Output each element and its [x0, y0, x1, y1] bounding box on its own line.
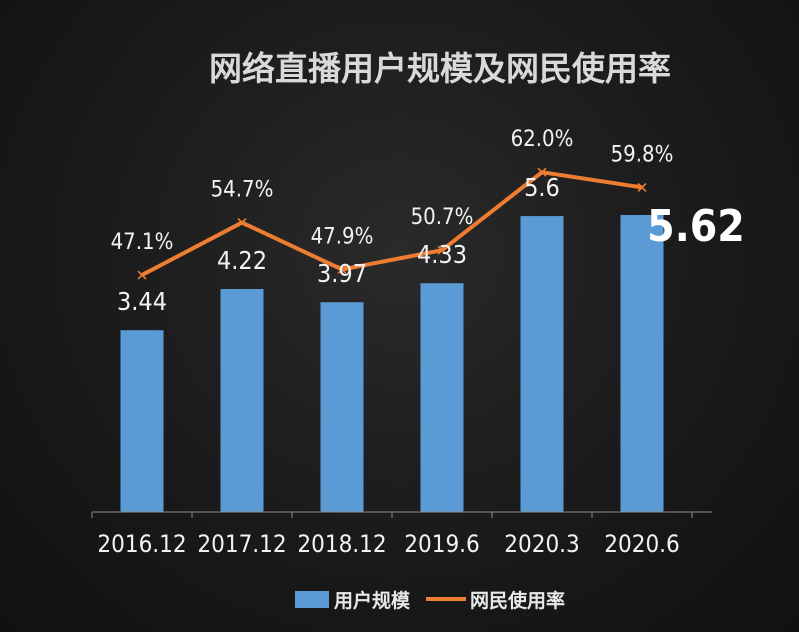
- line-series-group: [137, 167, 647, 280]
- legend-label-usage-rate: 网民使用率: [470, 589, 565, 612]
- x-tick-label: 2017.12: [197, 530, 286, 558]
- bar: [120, 330, 164, 512]
- bar-value-label: 5.6: [524, 173, 560, 202]
- x-tick-label: 2019.6: [404, 530, 480, 558]
- line-point-marker: [337, 264, 347, 275]
- bar-value-label: 4.22: [217, 246, 267, 275]
- line-value-label: 62.0%: [511, 127, 574, 152]
- bar-value-label: 3.97: [317, 259, 367, 288]
- line-value-label: 47.9%: [311, 224, 374, 249]
- line-value-label: 50.7%: [411, 205, 474, 230]
- legend-bar-swatch: [295, 591, 329, 608]
- x-tick-label: 2020.6: [604, 530, 680, 558]
- bars-group: [120, 215, 664, 512]
- line-point-marker: [137, 270, 147, 280]
- data-labels-group: 3.44 4.22 3.97 4.33 5.6 5.62 47.1% 54.7% 47.9% 50…: [111, 127, 745, 316]
- bar-value-label: 3.44: [117, 287, 167, 316]
- bar: [420, 283, 464, 512]
- line-value-label: 54.7%: [211, 178, 274, 203]
- line-point-marker: [437, 245, 447, 255]
- bar: [220, 289, 264, 512]
- bar-value-highlight: 5.62: [647, 201, 745, 252]
- x-tick-label: 2018.12: [297, 530, 386, 558]
- bar: [320, 302, 364, 512]
- line-point-marker: [237, 218, 247, 228]
- legend: 用户规模 网民使用率: [295, 589, 565, 612]
- line-point-marker: [637, 182, 647, 192]
- line-value-label: 47.1%: [111, 230, 174, 255]
- chart-title: 网络直播用户规模及网民使用率: [209, 49, 671, 88]
- x-axis-ticks: 2016.12 2017.12 2018.12 2019.6 2020.3 2020.6: [91, 512, 693, 558]
- bar: [620, 215, 664, 512]
- bar: [520, 216, 564, 512]
- x-tick-label: 2020.3: [504, 530, 580, 558]
- x-tick-label: 2016.12: [97, 530, 186, 558]
- line-value-label: 59.8%: [611, 142, 674, 167]
- legend-label-user-scale: 用户规模: [334, 589, 411, 612]
- bar-value-label: 4.33: [417, 240, 467, 269]
- line-point-marker: [537, 167, 547, 177]
- usage-rate-line: [141, 170, 643, 277]
